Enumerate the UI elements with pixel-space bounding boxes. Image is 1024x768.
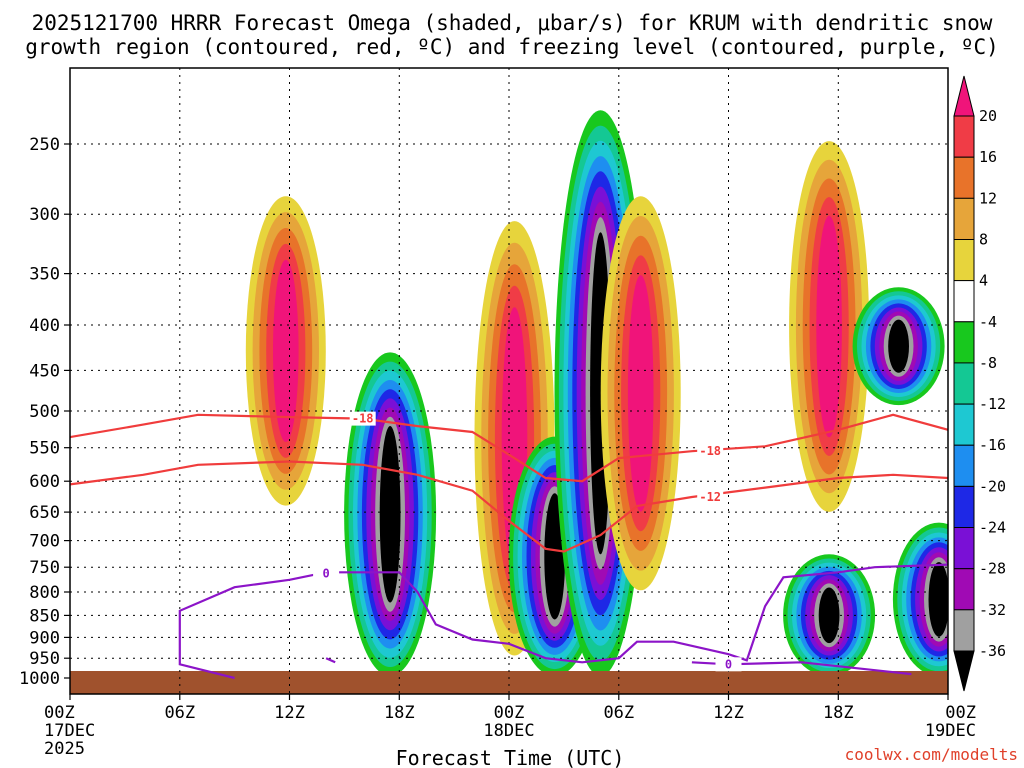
credit-text: coolwx.com/modelts [845, 745, 1018, 764]
colorbar-tick-0: 20 [979, 107, 997, 125]
colorbar-tick-10: -24 [979, 519, 1006, 537]
x-tick-label-0: 00Z [44, 703, 75, 723]
chart-title-line2: growth region (contoured, red, ºC) and f… [25, 35, 999, 59]
y-tick-label-550: 550 [29, 439, 60, 459]
y-tick-label-300: 300 [29, 205, 60, 225]
dendritic-contour--18 [70, 413, 948, 483]
colorbar-box-6 [953, 321, 975, 364]
colorbar-bottom-arrow [953, 650, 975, 692]
dendritic-contour--12 [70, 460, 948, 553]
y-tick-label-950: 950 [29, 649, 60, 669]
x-tick-date-24: 18DEC [483, 721, 534, 741]
colorbar-box-12 [953, 568, 975, 611]
colorbar-tick-2: 12 [979, 189, 997, 207]
x-tick-year-0: 2025 [44, 739, 85, 759]
colorbar-top-arrow [953, 75, 975, 117]
colorbar-tick-6: -8 [979, 354, 997, 372]
y-tick-label-850: 850 [29, 606, 60, 626]
contour-label-bg-1 [697, 444, 724, 459]
colorbar-tick-11: -28 [979, 560, 1006, 578]
omega-band-6-4 [816, 215, 842, 438]
colorbar-box-9 [953, 444, 975, 487]
contour-label-bg-0 [349, 411, 376, 426]
colorbar-box-5 [953, 280, 975, 323]
colorbar-tick-5: -4 [979, 313, 997, 331]
y-tick-label-1000: 1000 [19, 669, 60, 689]
chart-title: 2025121700 HRRR Forecast Omega (shaded, … [32, 11, 993, 35]
colorbar-tick-1: 16 [979, 148, 997, 166]
y-tick-label-600: 600 [29, 472, 60, 492]
y-tick-label-250: 250 [29, 135, 60, 155]
x-tick-date-0: 17DEC [44, 721, 95, 741]
y-tick-label-350: 350 [29, 265, 60, 285]
contour-label-0: -18 [352, 412, 374, 426]
x-axis-label: Forecast Time (UTC) [396, 746, 625, 768]
colorbar: 20 16 12 8 4 -4 -8 -12 -16 -20 -24 -28 -32 -36 [953, 75, 1006, 692]
contour-label-bg-4 [715, 657, 742, 672]
x-tick-date-48: 19DEC [925, 721, 976, 741]
contours: -18 -18 -12 0 0 [70, 411, 948, 680]
colorbar-tick-13: -36 [979, 642, 1006, 660]
x-tick-label-6: 06Z [164, 703, 195, 723]
x-tick-label-30: 06Z [603, 703, 634, 723]
y-tick-label-450: 450 [29, 361, 60, 381]
y-tick-label-800: 800 [29, 583, 60, 603]
contour-label-bg-2 [697, 490, 724, 504]
y-tick-label-900: 900 [29, 628, 60, 648]
freezing-contour-1 [325, 657, 336, 664]
x-tick-label-48: 00Z [945, 703, 976, 723]
y-tick-label-750: 750 [29, 558, 60, 578]
ground-surface [70, 671, 948, 694]
freezing-contour-0 [178, 563, 948, 680]
y-tick-label-650: 650 [29, 503, 60, 523]
contour-label-4: 0 [725, 657, 732, 671]
contour-label-bg-3 [313, 566, 340, 581]
omega-band-7-8 [818, 587, 840, 644]
y-tick-label-500: 500 [29, 402, 60, 422]
colorbar-tick-4: 4 [979, 272, 988, 290]
contour-label-1: -18 [699, 444, 721, 458]
omega-band-5-4 [627, 275, 654, 512]
colorbar-tick-8: -16 [979, 436, 1006, 454]
colorbar-tick-12: -32 [979, 601, 1006, 619]
colorbar-box-4 [953, 239, 975, 282]
colorbar-tick-3: 8 [979, 231, 988, 249]
plot-area: -18 -18 -12 0 0 [70, 68, 948, 694]
x-tick-label-42: 18Z [823, 703, 854, 723]
x-tick-label-12: 12Z [274, 703, 305, 723]
y-tick-label-400: 400 [29, 316, 60, 336]
colorbar-box-3 [953, 197, 975, 241]
colorbar-box-7 [953, 362, 975, 405]
colorbar-box-13 [953, 609, 975, 652]
contour-label-3: 0 [322, 566, 329, 580]
x-tick-label-24: 00Z [494, 703, 525, 723]
colorbar-tick-7: -12 [979, 395, 1006, 413]
x-tick-label-18: 18Z [384, 703, 415, 723]
colorbar-tick-9: -20 [979, 477, 1006, 495]
x-tick-label-36: 12Z [713, 703, 744, 723]
y-axis: 2503003504004505005506006507007508008509… [19, 135, 70, 689]
omega-band-9-8 [888, 319, 909, 373]
contour-label-2: -12 [699, 490, 721, 504]
omega-band-1-8 [379, 426, 401, 603]
colorbar-box-10 [953, 485, 975, 529]
y-tick-label-700: 700 [29, 532, 60, 552]
colorbar-box-8 [953, 403, 975, 446]
omega-band-8-8 [928, 562, 948, 637]
colorbar-box-2 [953, 156, 975, 199]
colorbar-box-11 [953, 527, 975, 570]
omega-band-0-4 [273, 259, 299, 442]
colorbar-box-1 [953, 115, 975, 158]
